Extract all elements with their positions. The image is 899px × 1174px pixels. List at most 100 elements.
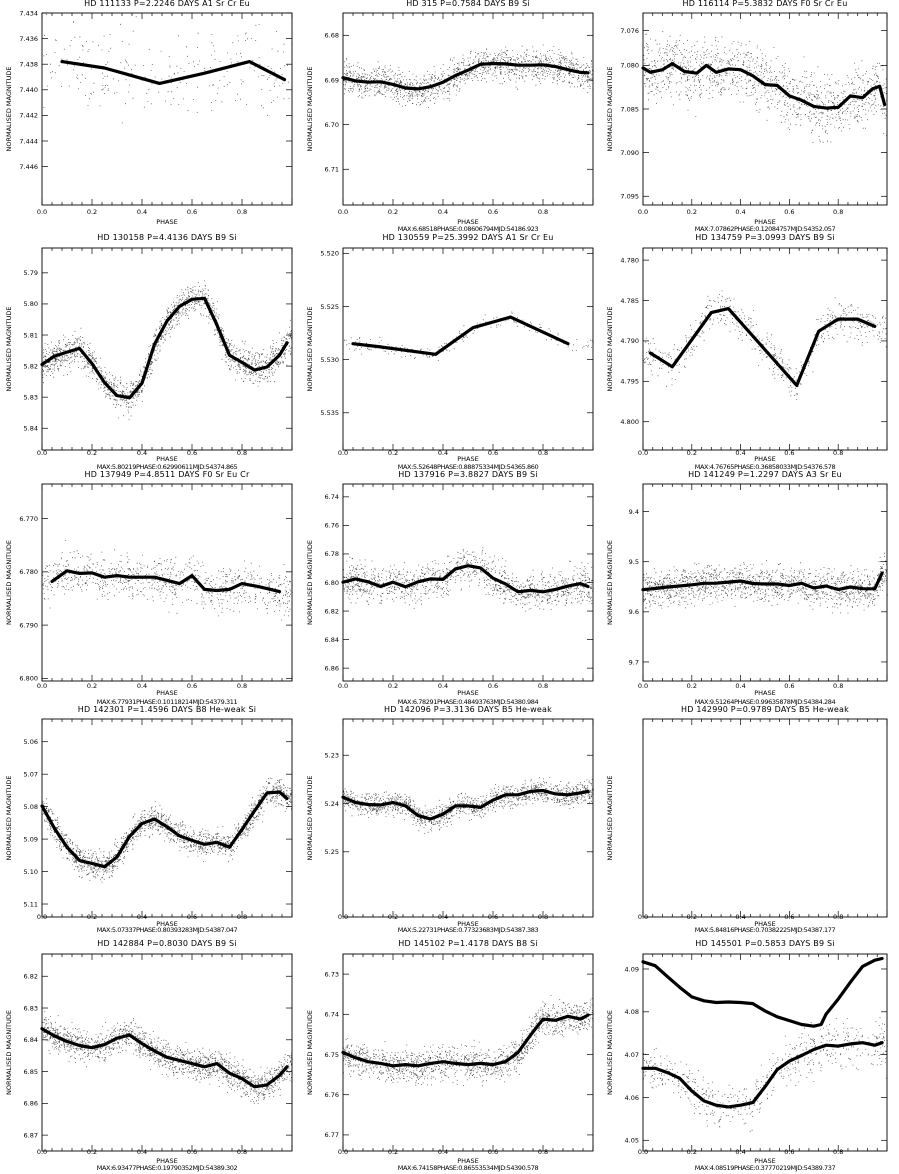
observation-points-path [343, 995, 594, 1087]
fit-curve [40, 296, 289, 400]
x-tick-label: 0.6 [187, 208, 197, 216]
panel-title: HD 137949 P=4.8511 DAYS F0 Sr Eu Cr [85, 470, 250, 479]
x-tick-label: 0.8 [538, 1148, 548, 1156]
light-curve-panel: HD 145501 P=0.5853 DAYS B9 Si 0.0 0.2 0.4 0.… [606, 939, 888, 1172]
y-tick-label: 5.09 [24, 835, 38, 843]
y-tick-label: 6.76 [325, 522, 339, 530]
panel-footer: MAX:5.07337PHASE:0.80393283MJD:54387.047 [97, 926, 238, 934]
light-curve-panel: HD 130559 P=25.3992 DAYS A1 Sr Cr Eu 0.0 0… [306, 233, 594, 471]
y-axis-label: NORMALISED MAGNITUDE [606, 67, 614, 152]
y-tick-label: 7.438 [19, 61, 38, 69]
x-tick-label: 0.4 [137, 913, 147, 921]
x-axis-label: PHASE [457, 920, 479, 928]
observation-points [344, 311, 594, 361]
y-tick-label: 5.24 [325, 800, 339, 808]
y-tick-label: 6.73 [325, 970, 339, 978]
x-tick-label: 0.2 [687, 913, 697, 921]
x-tick-label: 0.2 [87, 208, 97, 216]
x-tick-label: 0.2 [388, 913, 398, 921]
x-tick-label: 0.8 [833, 913, 843, 921]
y-tick-label: 5.84 [24, 425, 38, 433]
panel-footer: MAX:5.84816PHASE:0.70382225MJD:54387.177 [695, 926, 836, 934]
panel-footer: MAX:4.76765PHASE:0.36858033MJD:54376.578 [695, 463, 836, 471]
y-tick-label: 5.82 [24, 362, 38, 370]
light-curve-panel: HD 111133 P=2.2246 DAYS A1 Sr Cr Eu 0.0 0.… [5, 0, 293, 226]
y-axis-label: NORMALISED MAGNITUDE [306, 1010, 314, 1095]
y-tick-label: 4.09 [625, 965, 639, 973]
x-tick-label: 0.8 [538, 913, 548, 921]
x-tick-label: 0.4 [438, 449, 448, 457]
y-axis-label: NORMALISED MAGNITUDE [606, 1010, 614, 1095]
light-curve-panel: HD 315 P=0.7584 DAYS B9 Si 0.0 0.2 0.4 0.6 0.… [306, 0, 594, 233]
plot-frame [41, 483, 293, 682]
light-curve-panel: HD 141249 P=1.2297 DAYS A3 Sr Eu 0.0 0.2 0.… [606, 470, 888, 706]
y-tick-label: 7.076 [620, 27, 639, 35]
observation-points-path [42, 540, 293, 621]
light-curve-panel: HD 137916 P=3.8827 DAYS B9 Si 0.0 0.2 0.4 0.… [306, 470, 594, 706]
panel-title: HD 134759 P=3.0993 DAYS B9 Si [695, 233, 834, 242]
y-tick-label: 5.81 [24, 331, 38, 339]
panel-title: HD 145102 P=1.4178 DAYS B8 Si [398, 939, 537, 948]
y-tick-label: 7.085 [620, 105, 639, 113]
panel-title: HD 315 P=0.7584 DAYS B9 Si [406, 0, 530, 8]
x-tick-label: 0.2 [388, 449, 398, 457]
y-tick-label: 6.78 [325, 550, 339, 558]
light-curve-panel: HD 137949 P=4.8511 DAYS F0 Sr Eu Cr 0.0 0.… [5, 470, 293, 706]
x-tick-label: 0.2 [87, 449, 97, 457]
y-tick-label: 4.785 [620, 297, 639, 305]
observation-points-path [42, 777, 293, 883]
plot-frame [642, 483, 888, 682]
x-tick-label: 0.2 [87, 682, 97, 690]
x-tick-label: 0.6 [488, 1148, 498, 1156]
x-tick-label: 0.0 [638, 913, 648, 921]
x-tick-label: 0.2 [687, 1148, 697, 1156]
x-axis-label: PHASE [156, 920, 178, 928]
plot-frame [342, 953, 594, 1152]
x-axis-label: PHASE [156, 218, 178, 226]
fit-curve [641, 571, 884, 592]
x-axis-label: PHASE [457, 1157, 479, 1165]
y-tick-label: 5.08 [24, 803, 38, 811]
x-tick-label: 0.0 [638, 449, 648, 457]
x-axis-label: PHASE [754, 920, 776, 928]
y-tick-label: 9.4 [629, 508, 639, 516]
fit-curve [341, 1013, 590, 1068]
x-axis-label: PHASE [754, 218, 776, 226]
fit-curve [50, 569, 282, 594]
y-tick-label: 6.69 [325, 76, 339, 84]
fit-curve [341, 788, 590, 821]
x-tick-label: 0.4 [137, 682, 147, 690]
panel-title: HD 142990 P=0.9789 DAYS B5 He-weak [681, 705, 849, 714]
x-tick-label: 0.2 [687, 682, 697, 690]
x-tick-label: 0.8 [237, 208, 247, 216]
y-tick-label: 5.525 [320, 303, 339, 311]
y-tick-label: 5.83 [24, 393, 38, 401]
panel-title: HD 142884 P=0.8030 DAYS B9 Si [97, 939, 236, 948]
plot-frame [342, 483, 594, 682]
y-tick-label: 7.090 [620, 149, 639, 157]
y-tick-label: 6.800 [19, 675, 38, 683]
y-axis-label: NORMALISED MAGNITUDE [606, 776, 614, 861]
y-tick-label: 6.84 [24, 1036, 38, 1044]
y-axis-label: NORMALISED MAGNITUDE [5, 776, 13, 861]
y-tick-label: 7.442 [19, 112, 38, 120]
y-tick-label: 7.446 [19, 163, 38, 171]
y-tick-label: 9.7 [629, 658, 639, 666]
x-tick-label: 0.0 [37, 1148, 47, 1156]
y-tick-label: 6.71 [325, 166, 339, 174]
y-tick-label: 4.800 [620, 418, 639, 426]
x-tick-label: 0.8 [237, 449, 247, 457]
x-tick-label: 0.4 [735, 208, 745, 216]
x-tick-label: 0.0 [638, 1148, 648, 1156]
panel-footer: MAX:6.74158PHASE:0.86553534MJD:54390.578 [398, 1164, 539, 1172]
fit-curve [341, 61, 590, 91]
y-tick-label: 5.06 [24, 738, 38, 746]
x-tick-label: 0.8 [237, 1148, 247, 1156]
x-tick-label: 0.2 [687, 208, 697, 216]
observation-points [343, 547, 594, 612]
observation-points-path [643, 290, 888, 400]
y-tick-label: 9.5 [629, 558, 639, 566]
plot-frame [642, 953, 888, 1152]
y-tick-label: 7.444 [19, 137, 38, 145]
y-tick-label: 4.790 [620, 337, 639, 345]
